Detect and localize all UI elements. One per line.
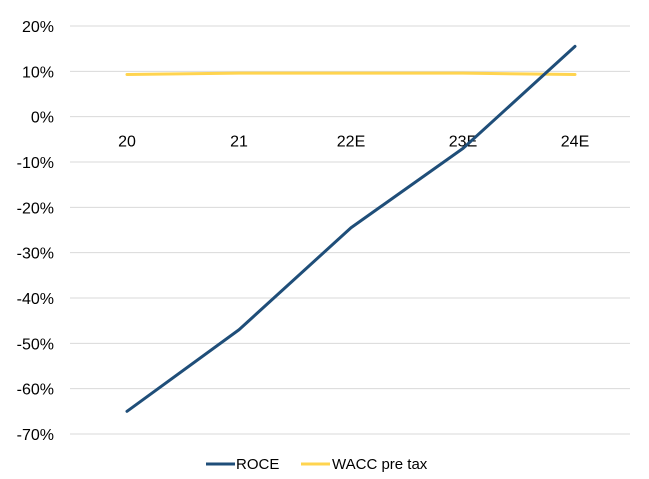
y-tick-label: -20% (17, 200, 54, 217)
y-tick-label: -30% (17, 246, 54, 263)
x-tick-label: 22E (337, 134, 365, 151)
x-tick-label: 20 (118, 134, 136, 151)
x-tick-label: 21 (230, 134, 248, 151)
y-tick-label: 20% (22, 19, 54, 36)
x-axis-ticks: 20 21 22E 23E 24E (118, 134, 589, 151)
y-tick-label: -60% (17, 382, 54, 399)
y-tick-label: -70% (17, 427, 54, 444)
y-axis-ticks: 20% 10% 0% -10% -20% -30% -40% -50% -60% -70% (17, 19, 54, 444)
legend-label: ROCE (236, 456, 279, 473)
series-lines (125, 44, 577, 413)
y-tick-label: 0% (31, 110, 54, 127)
series-line-wacc-pre-tax (125, 71, 577, 77)
legend: ROCE WACC pre tax (206, 456, 428, 473)
x-tick-label: 23E (449, 134, 477, 151)
legend-label: WACC pre tax (332, 456, 428, 473)
gridlines (70, 25, 630, 435)
y-tick-label: 10% (22, 64, 54, 81)
x-tick-label: 24E (561, 134, 589, 151)
y-tick-label: -40% (17, 291, 54, 308)
series-line-roce (125, 44, 577, 413)
y-tick-label: -50% (17, 336, 54, 353)
y-tick-label: -10% (17, 155, 54, 172)
